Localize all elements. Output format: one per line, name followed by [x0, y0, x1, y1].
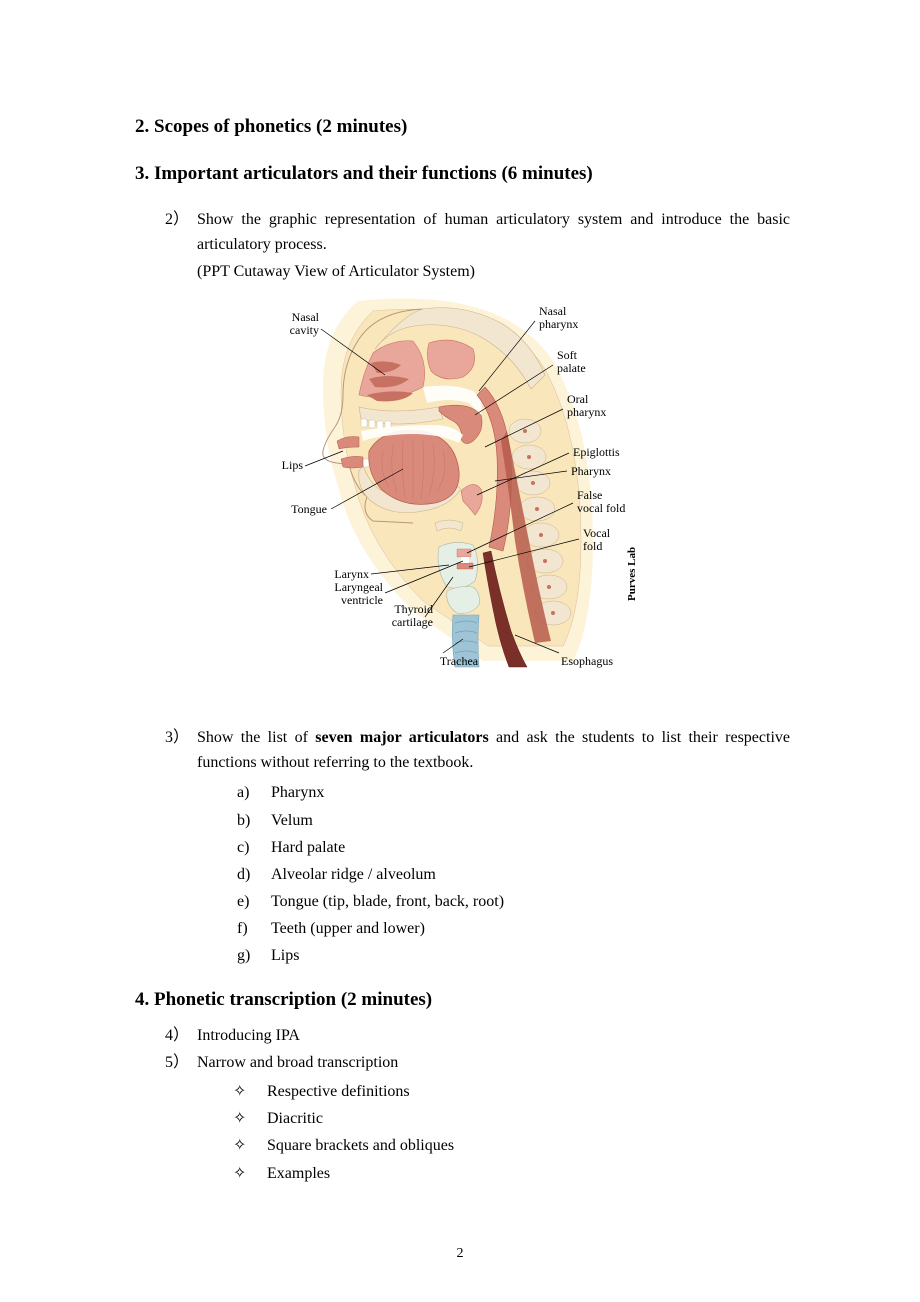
item-5-body: Narrow and broad transcription [197, 1051, 790, 1076]
lbl-ophar-1: Oral [567, 392, 589, 406]
item-3-body: Show the list of seven major articulator… [197, 726, 790, 776]
svg-text:Falsevocal fold: Falsevocal fold [577, 488, 625, 515]
item-2: 2） Show the graphic representation of hu… [165, 208, 790, 258]
lbl-larynx: Larynx [334, 567, 369, 581]
anatomy-svg: Nasalcavity Lips Tongue Larynx Laryngeal… [263, 291, 663, 681]
alpha-g: g)Lips [237, 942, 790, 969]
alpha-d: d)Alveolar ridge / alveolum [237, 861, 790, 888]
lbl-epiglottis: Epiglottis [573, 445, 620, 459]
alpha-d-t: Alveolar ridge / alveolum [271, 861, 436, 888]
lbl-pharynx: Pharynx [571, 464, 611, 478]
alpha-e-t: Tongue (tip, blade, front, back, root) [271, 888, 504, 915]
alpha-f: f)Teeth (upper and lower) [237, 915, 790, 942]
lbl-esophagus: Esophagus [561, 654, 613, 668]
alpha-c-t: Hard palate [271, 834, 345, 861]
alpha-a: a)Pharynx [237, 779, 790, 806]
item-4-marker: 4） [165, 1024, 197, 1049]
lbl-nasal-cavity-1: Nasal [291, 310, 319, 324]
lbl-lar-vent-1: Laryngeal [334, 580, 383, 594]
lbl-soft-2: palate [557, 361, 586, 375]
dia-d-t: Examples [267, 1160, 330, 1187]
alpha-c-m: c) [237, 834, 271, 861]
alpha-b: b)Velum [237, 807, 790, 834]
item-2-marker: 2） [165, 208, 197, 258]
lbl-false-1: False [577, 488, 602, 502]
item-3-marker: 3） [165, 726, 197, 776]
page-number: 2 [0, 1246, 920, 1262]
lbl-thyroid-2: cartilage [391, 615, 432, 629]
alpha-b-m: b) [237, 807, 271, 834]
lbl-lips: Lips [281, 458, 303, 472]
item-2-subline: (PPT Cutaway View of Articulator System) [197, 260, 790, 285]
alpha-a-m: a) [237, 779, 271, 806]
alpha-d-m: d) [237, 861, 271, 888]
dia-a-m: ✧ [233, 1078, 267, 1105]
anatomy-figure: Nasalcavity Lips Tongue Larynx Laryngeal… [135, 291, 790, 686]
credit: Purves Lab [626, 547, 638, 601]
lbl-lar-vent-2: ventricle [341, 593, 383, 607]
svg-text:Softpalate: Softpalate [557, 348, 586, 375]
item-2-body: Show the graphic representation of human… [197, 208, 790, 258]
sphenoid [427, 340, 474, 379]
alpha-c: c)Hard palate [237, 834, 790, 861]
dia-d-m: ✧ [233, 1160, 267, 1187]
lbl-trachea: Trachea [439, 654, 478, 668]
lbl-vocal-1: Vocal [583, 526, 611, 540]
alpha-b-t: Velum [271, 807, 313, 834]
item-4-body: Introducing IPA [197, 1024, 790, 1049]
svg-text:Laryngealventricle: Laryngealventricle [334, 580, 383, 607]
alpha-f-m: f) [237, 915, 271, 942]
lbl-soft-1: Soft [557, 348, 578, 362]
dia-b: ✧Diacritic [233, 1105, 790, 1132]
dia-c-m: ✧ [233, 1132, 267, 1159]
alpha-g-m: g) [237, 942, 271, 969]
lbl-thyroid-1: Thyroid [394, 602, 433, 616]
lbl-false-2: vocal fold [577, 501, 625, 515]
lbl-vocal-2: fold [583, 539, 602, 553]
alpha-a-t: Pharynx [271, 779, 324, 806]
alpha-list: a)Pharynx b)Velum c)Hard palate d)Alveol… [237, 779, 790, 969]
dia-b-t: Diacritic [267, 1105, 323, 1132]
page: 2. Scopes of phonetics (2 minutes) 3. Im… [0, 0, 920, 1302]
lbl-nphar-2: pharynx [539, 317, 578, 331]
item-3-bold: seven major articulators [315, 729, 488, 746]
svg-text:Nasalpharynx: Nasalpharynx [539, 304, 578, 331]
lbl-ophar-2: pharynx [567, 405, 606, 419]
lbl-tongue: Tongue [291, 502, 327, 516]
svg-text:Vocalfold: Vocalfold [583, 526, 611, 553]
item-3-pre: Show the list of [197, 729, 315, 746]
lower-lip [341, 456, 363, 468]
item-4: 4） Introducing IPA [165, 1024, 790, 1049]
item-3: 3） Show the list of seven major articula… [165, 726, 790, 776]
dia-b-m: ✧ [233, 1105, 267, 1132]
dia-a: ✧Respective definitions [233, 1078, 790, 1105]
alpha-g-t: Lips [271, 942, 299, 969]
heading-2: 2. Scopes of phonetics (2 minutes) [135, 115, 790, 140]
diamond-list: ✧Respective definitions ✧Diacritic ✧Squa… [233, 1078, 790, 1187]
dia-c: ✧Square brackets and obliques [233, 1132, 790, 1159]
alpha-f-t: Teeth (upper and lower) [271, 915, 425, 942]
lbl-nphar-1: Nasal [539, 304, 567, 318]
dia-d: ✧Examples [233, 1160, 790, 1187]
item-5: 5） Narrow and broad transcription [165, 1051, 790, 1076]
svg-text:Nasalcavity: Nasalcavity [289, 310, 319, 337]
heading-3: 3. Important articulators and their func… [135, 162, 790, 187]
dia-c-t: Square brackets and obliques [267, 1132, 454, 1159]
svg-text:Oralpharynx: Oralpharynx [567, 392, 606, 419]
dia-a-t: Respective definitions [267, 1078, 410, 1105]
alpha-e: e)Tongue (tip, blade, front, back, root) [237, 888, 790, 915]
svg-text:Thyroidcartilage: Thyroidcartilage [391, 602, 432, 629]
item-5-marker: 5） [165, 1051, 197, 1076]
lbl-nasal-cavity-2: cavity [289, 323, 318, 337]
heading-4: 4. Phonetic transcription (2 minutes) [135, 988, 790, 1013]
alpha-e-m: e) [237, 888, 271, 915]
